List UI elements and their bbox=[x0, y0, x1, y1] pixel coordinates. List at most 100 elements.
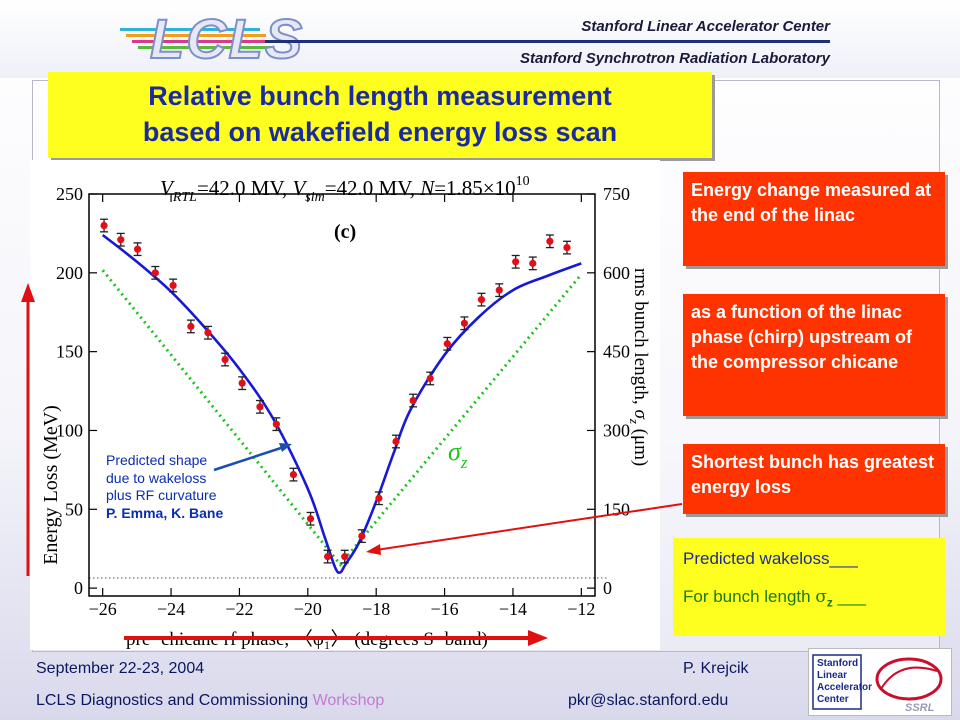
footer-workshop-prefix: LCLS Diagnostics and Commissioning bbox=[36, 692, 313, 709]
x-tick-label: −20 bbox=[294, 599, 322, 619]
measured-point bbox=[133, 245, 142, 253]
energy-loss-chart: −26 −24 −22 −20 −18 −16 −14 −12 0 50 100 150 200 250 0… bbox=[30, 160, 660, 650]
y-tick-label: 150 bbox=[56, 342, 83, 362]
measured-point bbox=[238, 379, 246, 387]
data-point bbox=[289, 467, 298, 482]
data-point bbox=[255, 399, 264, 414]
data-point bbox=[409, 393, 418, 408]
title-box: Relative bunch length measurement based … bbox=[48, 72, 712, 158]
sigma-z-curve bbox=[101, 269, 583, 567]
data-point bbox=[272, 417, 281, 432]
title-line-1: Relative bunch length measurement bbox=[148, 81, 612, 111]
callout-shortest-bunch: Shortest bunch has greatest energy loss bbox=[683, 444, 945, 514]
data-point bbox=[133, 242, 142, 257]
data-point bbox=[392, 434, 401, 449]
x-tick-label: −26 bbox=[89, 599, 117, 619]
data-point bbox=[221, 352, 230, 367]
callout-energy-change: Energy change measured at the end of the… bbox=[683, 172, 945, 266]
header-v-rtl-val: =42.0 MV, bbox=[197, 176, 292, 200]
measured-point bbox=[341, 552, 349, 561]
y2-label-sigma: σ bbox=[630, 409, 651, 419]
x-tick-label: −22 bbox=[225, 599, 253, 619]
prediction-note-line2: due to wakeloss bbox=[106, 469, 207, 486]
header-v-sim: V bbox=[292, 176, 307, 200]
footer-workshop: LCLS Diagnostics and Commissioning Works… bbox=[36, 692, 384, 710]
chart-background bbox=[30, 160, 660, 650]
shortest-bunch-arrowhead bbox=[366, 544, 381, 555]
plot-frame bbox=[88, 193, 596, 597]
y2-axis-label: rms bunch length, σz (μm) bbox=[627, 268, 651, 466]
x-tick-label: −16 bbox=[430, 599, 458, 619]
measured-point bbox=[358, 532, 366, 540]
measured-point bbox=[529, 259, 537, 267]
y-tick-label: 100 bbox=[56, 420, 83, 440]
x-tick-label: −14 bbox=[499, 599, 527, 619]
measured-point bbox=[187, 322, 195, 331]
header-n: N bbox=[419, 176, 435, 200]
y-tick-label: 0 bbox=[74, 578, 83, 598]
panel-label: (c) bbox=[334, 221, 356, 243]
measured-point bbox=[306, 515, 315, 523]
y-axis-label: Energy Loss (MeV) bbox=[40, 405, 62, 565]
data-point bbox=[323, 549, 332, 564]
footer-author: P. Krejcik bbox=[683, 660, 749, 677]
prediction-note-authors: P. Emma, K. Bane bbox=[106, 504, 224, 521]
horizontal-red-arrowhead bbox=[528, 630, 548, 646]
data-point bbox=[460, 316, 469, 331]
measured-point bbox=[460, 319, 468, 327]
data-point bbox=[116, 232, 125, 247]
note-bunch-length-prefix: For bunch length bbox=[683, 587, 816, 606]
header-n-val: =1.85×10 bbox=[434, 176, 515, 200]
ssrl-ring bbox=[875, 657, 943, 701]
measured-point bbox=[563, 244, 571, 252]
y2-tick-label: 750 bbox=[603, 184, 630, 204]
data-point bbox=[528, 256, 537, 271]
data-point bbox=[443, 336, 452, 351]
chart-area: −26 −24 −22 −20 −18 −16 −14 −12 0 50 100 150 200 250 0… bbox=[30, 160, 660, 650]
measured-point bbox=[221, 355, 229, 364]
data-point bbox=[477, 292, 486, 307]
measured-point bbox=[100, 221, 108, 230]
measured-point bbox=[546, 237, 554, 245]
shortest-bunch-arrow bbox=[375, 503, 683, 551]
y2-label-unit: (μm) bbox=[630, 424, 651, 466]
measured-point bbox=[392, 437, 400, 446]
sigma-z-sub: z bbox=[460, 453, 468, 472]
footer-date: September 22-23, 2004 bbox=[36, 660, 205, 677]
y2-label-main: rms bunch length, bbox=[630, 268, 651, 409]
prediction-arrow bbox=[213, 445, 285, 472]
sigma-z-label: σz bbox=[448, 437, 468, 472]
y-tick-label: 200 bbox=[56, 263, 83, 283]
prediction-note-line1: Predicted shape bbox=[106, 452, 208, 468]
header-v-rtl: V bbox=[160, 176, 175, 200]
data-point bbox=[186, 319, 195, 334]
ssrl-logo-graphic: Stanford Linear Accelerator Center SSRL bbox=[812, 654, 943, 714]
measured-point bbox=[204, 329, 212, 337]
measured-point bbox=[409, 396, 417, 405]
ssrl-swoosh bbox=[880, 666, 938, 690]
legend-note-box: Predicted wakeloss___ For bunch length σ… bbox=[673, 538, 945, 636]
header-band bbox=[0, 0, 960, 78]
note-bunch-length-suffix: ___ bbox=[832, 587, 867, 606]
ssrl-logo: Stanford Linear Accelerator Center SSRL bbox=[808, 648, 952, 716]
y-tick-label: 50 bbox=[65, 499, 83, 519]
data-point bbox=[545, 234, 554, 249]
slac-box bbox=[812, 654, 862, 710]
data-point bbox=[203, 325, 212, 340]
measured-point bbox=[426, 374, 434, 383]
measured-point bbox=[477, 296, 486, 304]
measured-point bbox=[495, 286, 503, 294]
data-point bbox=[340, 549, 349, 564]
data-point bbox=[495, 283, 504, 298]
slac-line3: Accelerator bbox=[817, 682, 872, 693]
data-point bbox=[100, 218, 109, 233]
header-v-rtl-sub: RTL bbox=[172, 190, 197, 205]
x-tick-label: −24 bbox=[157, 599, 185, 619]
footer-email: pkr@slac.stanford.edu bbox=[568, 692, 729, 709]
y2-tick-label: 0 bbox=[603, 578, 612, 598]
measured-point bbox=[512, 258, 520, 266]
slac-line4: Center bbox=[817, 694, 849, 705]
org-ssrl: Stanford Synchrotron Radiation Laborator… bbox=[519, 50, 830, 67]
measured-point bbox=[289, 471, 298, 479]
measured-point bbox=[375, 494, 383, 502]
